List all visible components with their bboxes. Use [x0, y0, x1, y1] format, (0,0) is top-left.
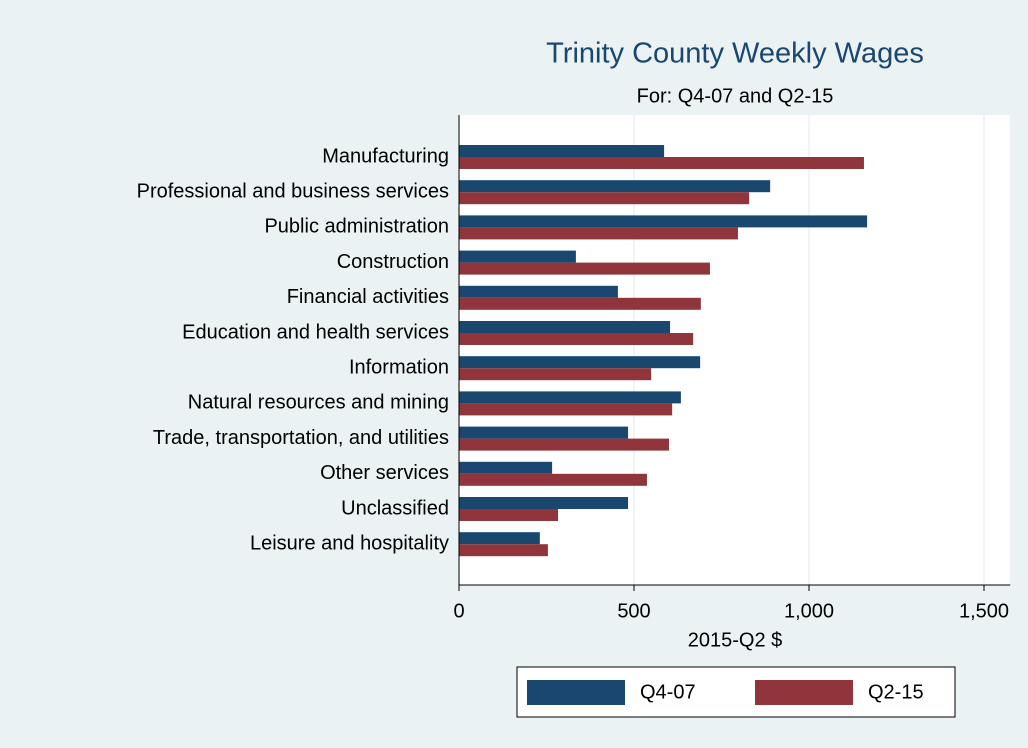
y-tick-label: Construction [337, 251, 449, 273]
bar [459, 157, 864, 169]
bar [459, 509, 559, 521]
bar [459, 473, 647, 486]
bar [459, 285, 618, 298]
y-tick-label: Natural resources and mining [188, 392, 449, 414]
bar [459, 403, 673, 416]
bar [459, 145, 665, 157]
y-tick-label: Information [349, 356, 449, 378]
x-tick-label: 0 [453, 600, 464, 622]
legend-label: Q4-07 [640, 681, 696, 703]
bar [459, 250, 576, 263]
bar [459, 391, 681, 404]
x-tick-label: 1,000 [784, 600, 834, 622]
x-tick-label: 500 [617, 600, 650, 622]
bar [459, 192, 750, 205]
y-tick-label: Trade, transportation, and utilities [153, 427, 449, 449]
bar [459, 532, 540, 545]
chart-subtitle: For: Q4-07 and Q2-15 [637, 85, 834, 107]
bar [459, 297, 701, 310]
legend-swatch [527, 680, 625, 705]
bar [459, 321, 671, 333]
legend-swatch [755, 680, 853, 705]
bar [459, 461, 553, 474]
bar [459, 438, 669, 451]
bar [459, 544, 548, 557]
y-tick-label: Education and health services [182, 321, 449, 343]
chart-title: Trinity County Weekly Wages [546, 38, 924, 70]
y-tick-label: Other services [320, 462, 449, 484]
y-tick-label: Professional and business services [137, 180, 449, 202]
bar [459, 368, 652, 381]
bar [459, 356, 701, 369]
y-tick-label: Public administration [264, 216, 449, 238]
legend-label: Q2-15 [868, 681, 924, 703]
bar [459, 426, 629, 439]
bar [459, 227, 738, 240]
y-tick-label: Manufacturing [322, 145, 449, 167]
bar [459, 262, 710, 275]
y-tick-label: Leisure and hospitality [250, 532, 449, 554]
x-tick-label: 1,500 [959, 600, 1009, 622]
bar [459, 215, 868, 228]
y-tick-label: Financial activities [287, 286, 449, 308]
bar [459, 497, 629, 509]
bar [459, 180, 771, 193]
x-axis-title: 2015-Q2 $ [688, 629, 783, 651]
y-tick-label: Unclassified [341, 497, 449, 519]
bar [459, 333, 694, 345]
